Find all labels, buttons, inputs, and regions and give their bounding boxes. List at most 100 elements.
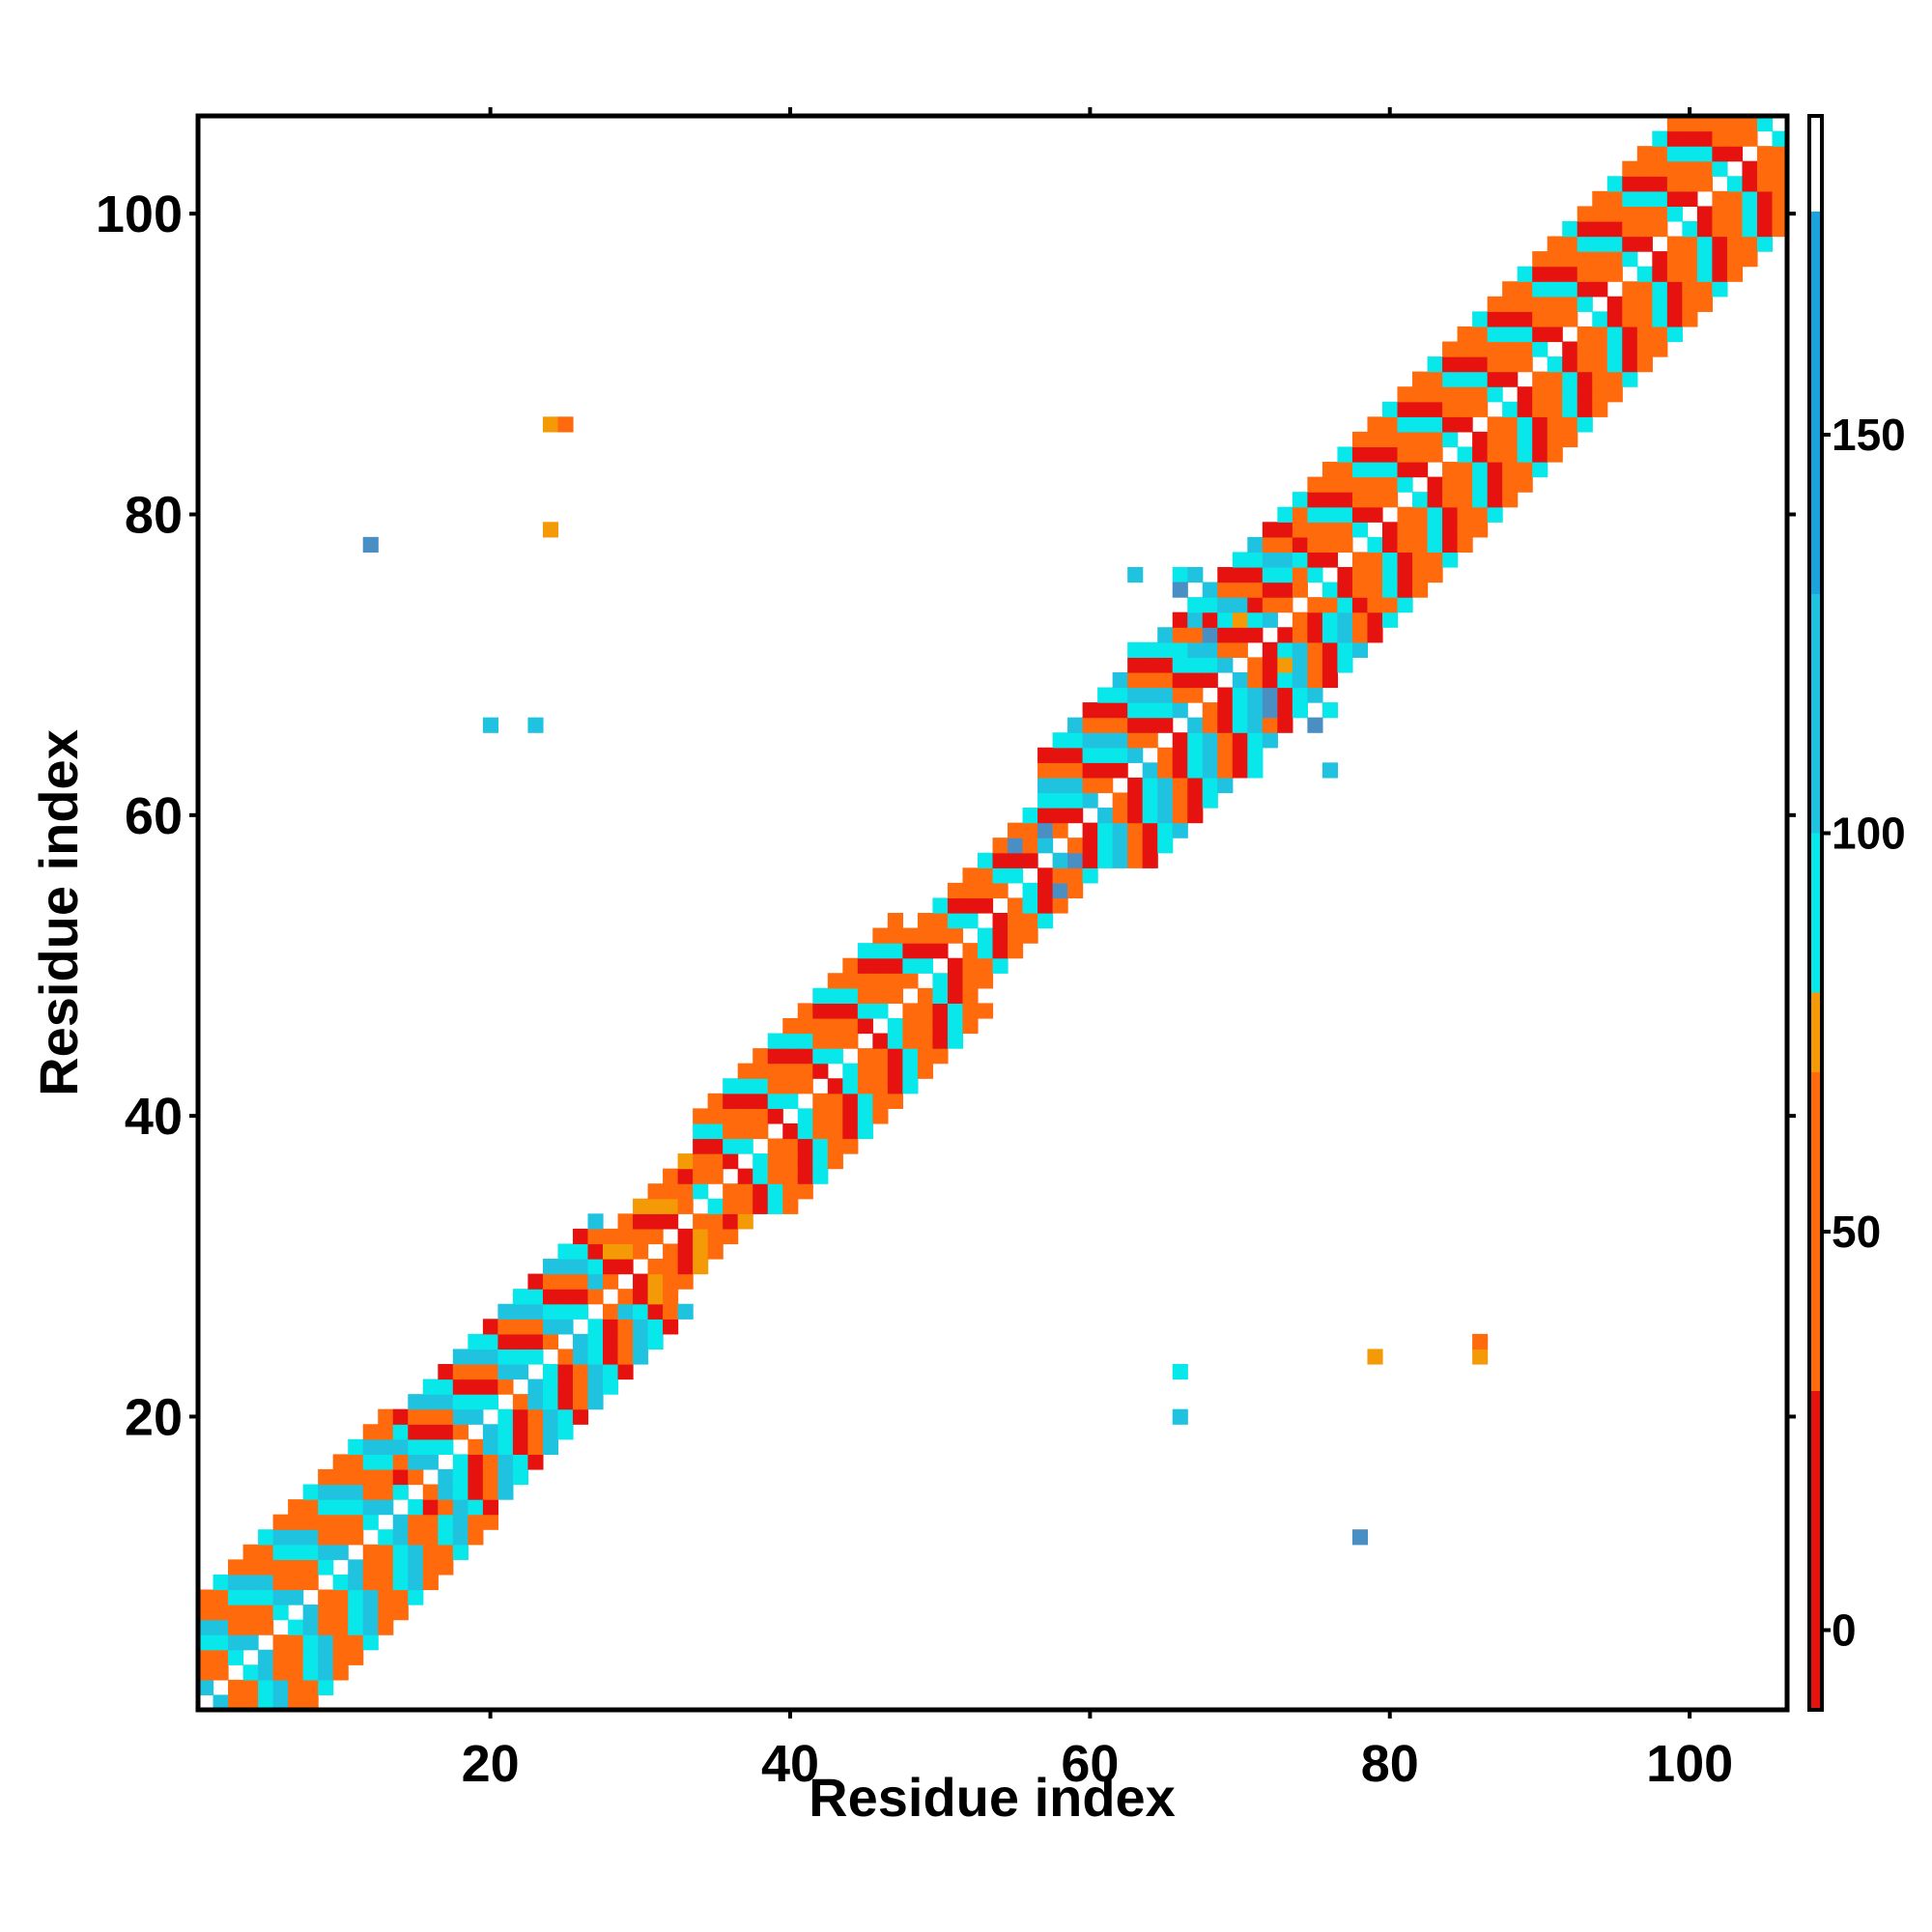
heatmap-cell: [1367, 416, 1383, 433]
heatmap-cell: [408, 1438, 424, 1455]
heatmap-cell: [1592, 236, 1608, 252]
heatmap-cell: [302, 1694, 319, 1711]
heatmap-cell: [1112, 702, 1128, 719]
heatmap-cell: [1321, 641, 1339, 658]
heatmap-cell: [1427, 371, 1443, 387]
heatmap-cell: [1502, 431, 1519, 448]
heatmap-cell: [1562, 311, 1578, 327]
heatmap-cell: [378, 1454, 394, 1470]
heatmap-cell: [1232, 597, 1248, 613]
heatmap-cell: [422, 1574, 439, 1591]
heatmap-cell: [932, 1017, 949, 1035]
heatmap-cell: [242, 1574, 259, 1591]
heatmap-cell: [482, 1349, 498, 1365]
heatmap-cell: [992, 913, 1009, 929]
heatmap-cell: [1712, 220, 1728, 238]
heatmap-cell: [1321, 671, 1339, 689]
heatmap-cell: [737, 1078, 753, 1094]
heatmap-cell: [1622, 311, 1638, 327]
heatmap-cell: [977, 943, 994, 959]
heatmap-cell: [1622, 176, 1638, 192]
heatmap-cell: [482, 1363, 498, 1380]
heatmap-cell: [962, 957, 979, 974]
heatmap-cell: [1112, 792, 1128, 809]
heatmap-cell: [348, 1589, 364, 1605]
heatmap-cell: [1321, 462, 1339, 478]
heatmap-cell: [1562, 236, 1578, 252]
heatmap-cell: [663, 1213, 679, 1230]
heatmap-cell: [213, 1589, 229, 1605]
heatmap-cell: [1037, 808, 1054, 824]
heatmap-cell: [1547, 281, 1563, 298]
heatmap-cell: [992, 867, 1009, 884]
heatmap-cell: [1127, 852, 1144, 868]
heatmap-cell: [348, 1605, 364, 1621]
heatmap-cell: [1082, 852, 1098, 868]
heatmap-cell: [842, 1078, 859, 1094]
heatmap-cell: [542, 1259, 559, 1275]
heatmap-cell: [1397, 401, 1413, 417]
heatmap-cell: [1666, 236, 1683, 252]
heatmap-cell: [1082, 867, 1098, 884]
heatmap-cell: [1037, 822, 1054, 838]
heatmap-cell: [1337, 566, 1353, 583]
heatmap-cell: [198, 1634, 214, 1651]
heatmap-cell: [1187, 627, 1204, 643]
heatmap-cell: [1187, 597, 1204, 613]
heatmap-cell: [812, 1033, 829, 1049]
heatmap-cell: [1262, 717, 1278, 733]
heatmap-cell: [302, 1679, 319, 1696]
heatmap-cell: [438, 1378, 454, 1395]
heatmap-cell: [228, 1589, 244, 1605]
heatmap-cell: [1157, 777, 1174, 794]
heatmap-cell: [633, 1303, 649, 1320]
heatmap-cell: [1277, 671, 1293, 689]
heatmap-cell: [1097, 838, 1114, 854]
heatmap-cell: [362, 1574, 379, 1591]
heatmap-cell: [1112, 838, 1128, 854]
heatmap-cell: [1472, 326, 1489, 343]
heatmap-cell: [1592, 371, 1608, 387]
heatmap-cell: [1127, 808, 1144, 824]
heatmap-cell: [1067, 838, 1084, 854]
heatmap-cell: [797, 1033, 813, 1049]
heatmap-cell: [617, 1319, 634, 1335]
heatmap-cell: [1487, 341, 1503, 357]
heatmap-cell: [647, 1333, 664, 1350]
heatmap-cell: [1606, 266, 1623, 282]
heatmap-cell: [1277, 687, 1293, 703]
heatmap-cell: [797, 1168, 813, 1184]
heatmap-cell: [1247, 702, 1264, 719]
heatmap-cell: [1682, 130, 1698, 147]
heatmap-cell: [1547, 311, 1563, 327]
heatmap-cell: [1457, 522, 1473, 538]
heatmap-cell: [272, 1514, 289, 1530]
heatmap-cell: [1351, 506, 1369, 523]
heatmap-cell: [872, 1033, 889, 1049]
heatmap-cell: [1262, 566, 1278, 583]
heatmap-cell: [857, 1122, 873, 1140]
heatmap-cell: [1067, 867, 1084, 884]
heatmap-cell: [1217, 611, 1234, 628]
heatmap-cell: [737, 1183, 753, 1200]
heatmap-cell: [1696, 220, 1714, 238]
heatmap-cell: [1097, 702, 1114, 719]
heatmap-cell: [1217, 747, 1234, 763]
heatmap-cell: [242, 1559, 259, 1576]
heatmap-cell: [408, 1559, 424, 1576]
heatmap-cell: [408, 1499, 424, 1516]
heatmap-cell: [587, 1378, 604, 1395]
heatmap-cell: [527, 1394, 544, 1410]
heatmap-cell: [917, 943, 934, 959]
heatmap-cell: [422, 1378, 439, 1395]
colorbar-segment: [1809, 116, 1822, 212]
heatmap-cell: [542, 1289, 559, 1305]
heatmap-cell: [1247, 671, 1264, 689]
heatmap-cell: [723, 1198, 739, 1214]
heatmap-cell: [468, 1484, 484, 1500]
heatmap-cell: [842, 1063, 859, 1079]
heatmap-cell: [1202, 717, 1218, 733]
heatmap-cell: [1187, 687, 1204, 703]
heatmap-cell: [1067, 762, 1084, 779]
heatmap-cell: [1172, 822, 1188, 838]
